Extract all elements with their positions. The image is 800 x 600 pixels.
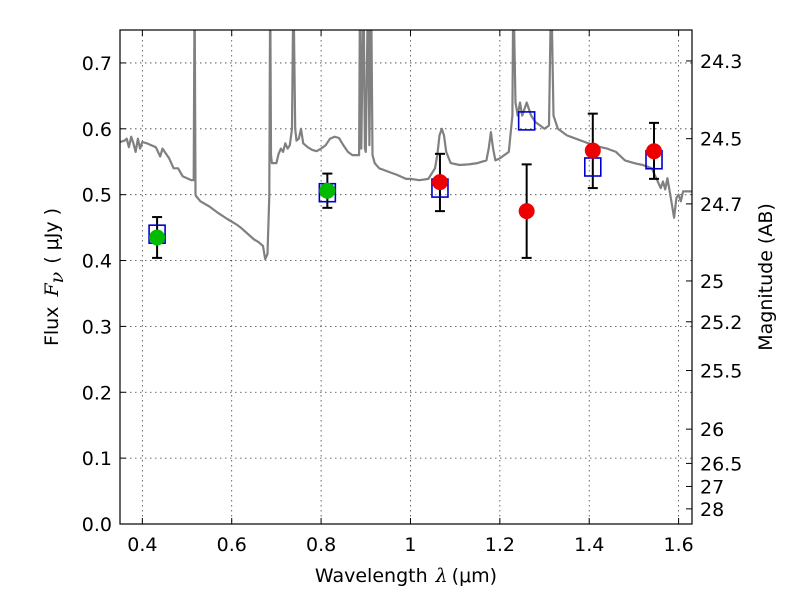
y-tick-label: 0.1 [82,448,112,470]
x-tick-label: 1.6 [663,534,693,556]
y-axis-label-symbol: F [41,283,63,298]
x-axis-label-prefix: Wavelength [315,565,428,587]
x-axis-label-unit: (μm) [452,565,497,587]
y-tick-label: 0.3 [82,316,112,338]
y2-tick-label: 27 [700,476,724,498]
x-tick-label: 1 [404,534,416,556]
observed-flux-point [646,143,663,160]
y-axis-label-prefix: Flux [41,307,63,347]
y2-tick-label: 24.3 [700,51,742,73]
y-tick-label: 0.7 [82,53,112,75]
observed-flux-point [319,182,336,199]
x-tick-label: 0.8 [306,534,336,556]
x-tick-label: 1.2 [485,534,515,556]
y-axis-label-subscript: ν [46,271,68,283]
observed-flux-point [431,174,448,191]
y2-tick-label: 25.5 [700,361,742,383]
y-tick-label: 0.4 [82,251,112,273]
x-axis-label: Wavelength λ (μm) [315,565,497,587]
y2-tick-label: 26.5 [700,453,742,475]
plot-frame [119,29,693,525]
sed-model-layer [120,30,692,261]
y-tick-label: 0.6 [82,119,112,141]
ticks: 0.4 0.6 0.8 1 1.2 1.4 1.6 0.0 0.1 0.2 0.3 0.4 0.5 0.6… [82,30,742,556]
photometry-layer [148,111,663,259]
y-tick-label: 0.2 [82,382,112,404]
y2-tick-label: 24.7 [700,194,742,216]
observed-flux-point [518,203,535,220]
y2-tick-label: 26 [700,419,724,441]
y2-tick-label: 28 [700,499,724,521]
x-axis-label-symbol: λ [435,565,448,587]
model-flux-square [517,111,536,131]
y-axis-label: Flux Fν ( μJy ) [41,208,68,346]
y-tick-label: 0.5 [82,185,112,207]
y-tick-label: 0.0 [82,514,112,536]
x-tick-label: 0.6 [217,534,247,556]
x-tick-label: 1.4 [574,534,604,556]
observed-flux-point [584,142,601,159]
y-axis-label-unit: ( μJy ) [41,208,63,264]
observed-flux-point [149,229,166,246]
plot-background [120,30,692,524]
y2-tick-label: 24.5 [700,129,742,151]
sed-model-line [120,30,692,261]
x-tick-label: 0.4 [127,534,157,556]
y2-tick-label: 25.2 [700,312,742,334]
y2-tick-label: 25 [700,271,724,293]
y2-axis-label: Magnitude (AB) [755,203,777,351]
grid [120,30,692,525]
